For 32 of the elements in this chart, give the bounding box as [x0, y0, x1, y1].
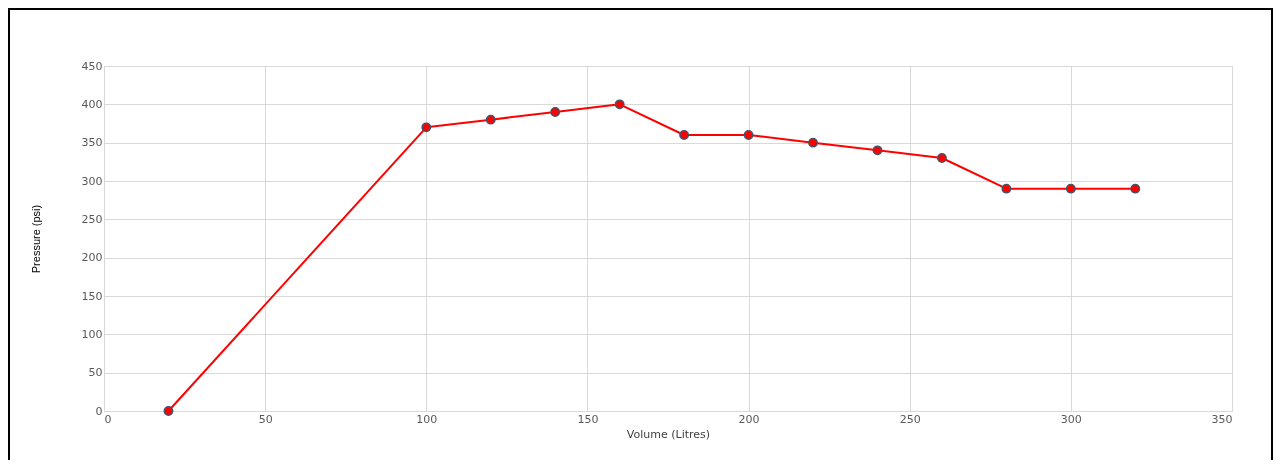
x-tick-label: 100 [416, 412, 438, 426]
y-tick-label: 200 [81, 251, 103, 265]
point [679, 130, 690, 140]
point [743, 130, 754, 140]
x-tick-label: 200 [738, 412, 760, 426]
point [872, 145, 883, 156]
y-tick-label: 300 [81, 174, 103, 188]
x-tick-label: 0 [104, 412, 112, 426]
y-axis-title: Pressure (psi) [29, 204, 42, 274]
y-tick-label: 400 [81, 97, 103, 111]
y-tick-label: 50 [88, 366, 103, 380]
point [937, 153, 947, 163]
y-tick-label: 250 [81, 212, 103, 226]
point [485, 114, 496, 125]
y-tick-label: 350 [81, 136, 103, 150]
point [421, 122, 432, 133]
point [550, 107, 561, 117]
point [1065, 183, 1076, 194]
y-tick-label: 150 [81, 289, 103, 303]
point [1130, 183, 1141, 194]
x-tick-label: 150 [577, 412, 599, 426]
x-tick-label: 250 [899, 412, 921, 426]
point [614, 99, 625, 110]
x-tick-label: 350 [1211, 412, 1233, 426]
x-axis-title: Volume (Litres) [626, 427, 711, 441]
point [808, 137, 818, 148]
point [163, 406, 174, 416]
y-tick-label: 450 [81, 59, 103, 73]
x-tick-label: 50 [258, 412, 273, 426]
x-tick-label: 300 [1060, 412, 1082, 426]
point [1001, 183, 1012, 194]
y-tick-label: 100 [81, 327, 103, 341]
